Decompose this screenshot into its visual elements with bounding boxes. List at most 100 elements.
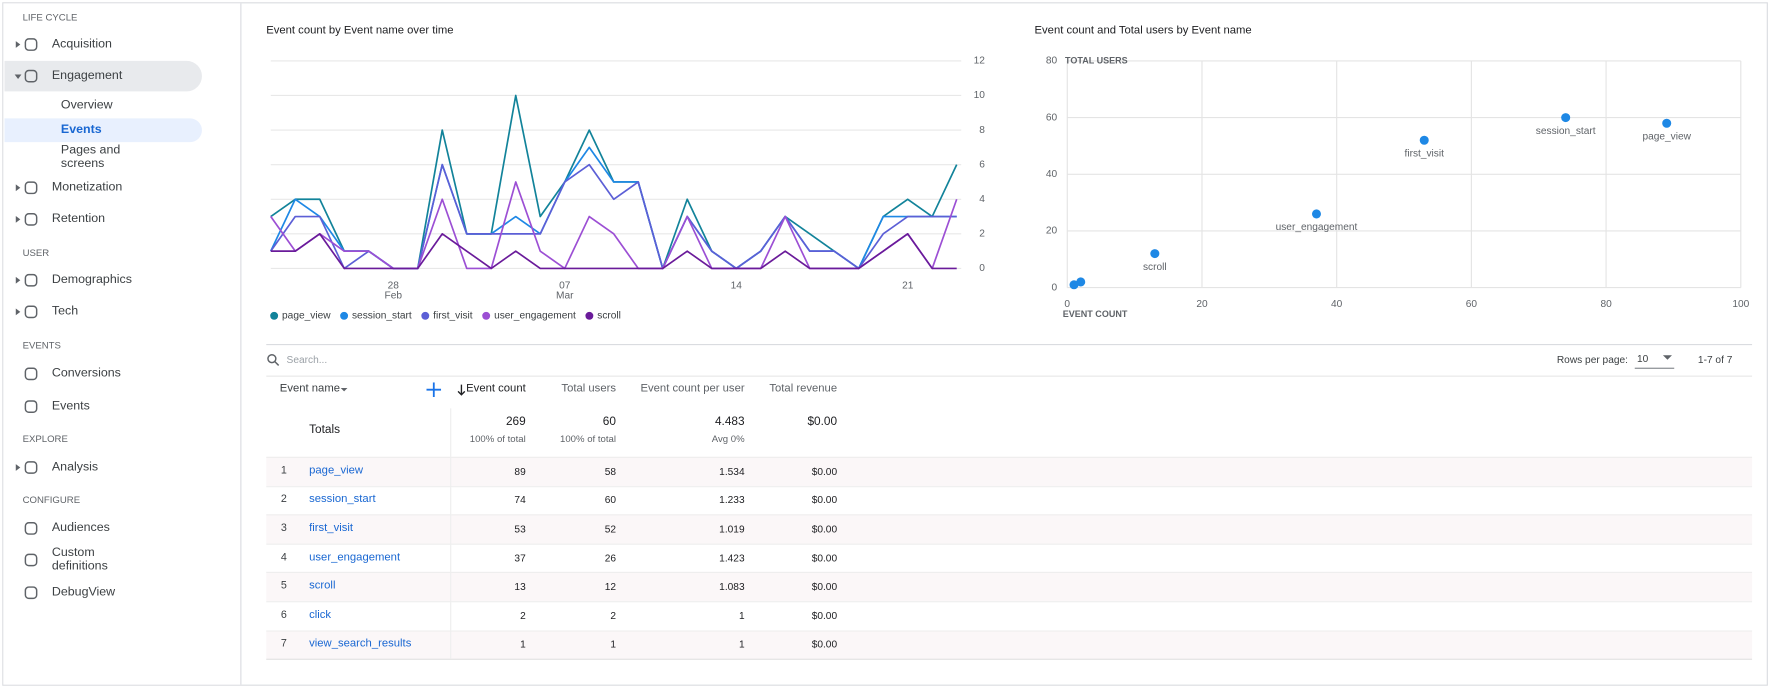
cell: 37 <box>514 552 526 564</box>
caret <box>14 74 22 79</box>
cell: 1.423 <box>719 552 745 564</box>
nav-caret <box>15 276 21 284</box>
event-name-link[interactable]: click <box>309 608 332 622</box>
nav-item[interactable]: Audiences <box>51 521 110 535</box>
row-divider <box>266 601 1753 603</box>
nav-item[interactable]: Events <box>60 122 102 137</box>
icon-shape <box>24 305 38 319</box>
icon-shape <box>24 212 38 226</box>
icon-shape <box>426 382 442 398</box>
scatter-point <box>1561 113 1571 123</box>
nav-icon <box>24 461 38 474</box>
event-name-link[interactable]: view_search_results <box>309 637 412 651</box>
nav-caret <box>15 464 21 471</box>
search-icon <box>267 353 280 366</box>
nav-item[interactable]: Custom definitions <box>51 545 108 573</box>
event-name-link[interactable]: page_view <box>309 464 364 477</box>
cell: $0.00 <box>811 494 838 506</box>
scatter-point <box>1419 135 1429 145</box>
scatter-point <box>1311 209 1321 219</box>
caret <box>340 387 348 392</box>
totals-value: 4.483 <box>714 415 745 429</box>
nav-item[interactable]: Demographics <box>51 272 132 287</box>
column-header[interactable]: Event count per user <box>640 382 745 395</box>
caret <box>15 308 21 316</box>
dropdown-caret <box>1662 355 1672 360</box>
x-tick-label: 14 <box>731 280 743 291</box>
point-label: first_visit <box>1405 148 1445 159</box>
rows-per-page-select[interactable]: 10 <box>1637 353 1649 365</box>
icon-shape <box>457 384 466 396</box>
point-label: scroll <box>1143 262 1167 273</box>
scatter-point <box>1150 249 1160 259</box>
cell: 53 <box>514 523 526 535</box>
icon-shape <box>24 400 38 413</box>
y-tick-label: 0 <box>979 263 985 274</box>
chart-title: Event count and Total users by Event nam… <box>1035 24 1252 36</box>
point-label: session_start <box>1536 126 1596 137</box>
nav-item[interactable]: Conversions <box>51 366 121 381</box>
legend-label: first_visit <box>433 310 473 321</box>
rows-per-page-label: Rows per page: <box>1556 354 1628 366</box>
sort-arrow <box>457 384 466 396</box>
x-tick-label: 07 Mar <box>556 280 574 301</box>
cell: 1 <box>738 609 745 622</box>
scatter-point <box>1069 280 1079 290</box>
cell: $0.00 <box>811 609 838 622</box>
nav-item[interactable]: Acquisition <box>51 37 112 51</box>
nav-section-title: EXPLORE <box>22 433 68 445</box>
legend-label: session_start <box>352 310 412 321</box>
line-series <box>270 232 957 270</box>
caret <box>15 276 21 284</box>
nav-item[interactable]: Engagement <box>51 68 123 83</box>
x-tick-label: 80 <box>1600 299 1612 310</box>
event-name-link[interactable]: first_visit <box>309 522 354 535</box>
icon-shape <box>274 360 280 366</box>
nav-open-bg <box>4 60 202 92</box>
caret <box>1662 355 1672 360</box>
row-divider <box>266 630 1753 632</box>
icon-shape <box>24 586 38 600</box>
nav-icon <box>24 69 38 83</box>
nav-item[interactable]: Monetization <box>51 180 123 194</box>
row-band <box>266 572 1753 602</box>
row-index: 5 <box>280 579 287 593</box>
caret <box>15 464 21 471</box>
nav-item[interactable]: Tech <box>51 304 79 319</box>
search-input[interactable]: Search... <box>286 354 328 366</box>
y-tick-label: 40 <box>1046 169 1058 180</box>
nav-icon <box>24 305 38 319</box>
event-name-link[interactable]: scroll <box>309 579 336 593</box>
nav-item[interactable]: DebugView <box>51 585 116 599</box>
row-index: 3 <box>280 522 287 535</box>
y-tick-label: 10 <box>974 90 986 101</box>
totals-value: $0.00 <box>807 415 838 429</box>
nav-section-title: CONFIGURE <box>22 494 81 506</box>
legend-marker <box>421 311 430 320</box>
legend-marker <box>482 311 491 320</box>
nav-item[interactable]: Events <box>51 399 90 413</box>
column-header[interactable]: Total users <box>561 382 616 395</box>
row-index: 1 <box>280 464 287 477</box>
icon-shape <box>24 367 38 381</box>
column-header[interactable]: Event name <box>279 382 341 395</box>
event-name-link[interactable]: user_engagement <box>309 551 401 564</box>
y-tick-label: 2 <box>979 229 985 240</box>
nav-item[interactable]: Retention <box>51 212 106 226</box>
x-tick-label: 28 Feb <box>385 280 403 301</box>
totals-value: 60 <box>602 415 616 429</box>
divider <box>266 344 1753 346</box>
row-divider <box>266 485 1753 487</box>
y-tick-label: 4 <box>979 194 985 205</box>
totals-note: Avg 0% <box>711 433 745 445</box>
nav-item[interactable]: Pages and screens <box>60 143 121 171</box>
event-name-link[interactable]: session_start <box>309 493 376 506</box>
nav-item[interactable]: Overview <box>60 98 113 112</box>
nav-item[interactable]: Analysis <box>51 460 99 474</box>
column-header[interactable]: Event count <box>466 382 526 395</box>
column-header[interactable]: Total revenue <box>769 382 838 395</box>
x-tick-label: 100 <box>1732 299 1749 310</box>
legend-marker <box>270 311 279 320</box>
cell: 60 <box>604 494 616 506</box>
